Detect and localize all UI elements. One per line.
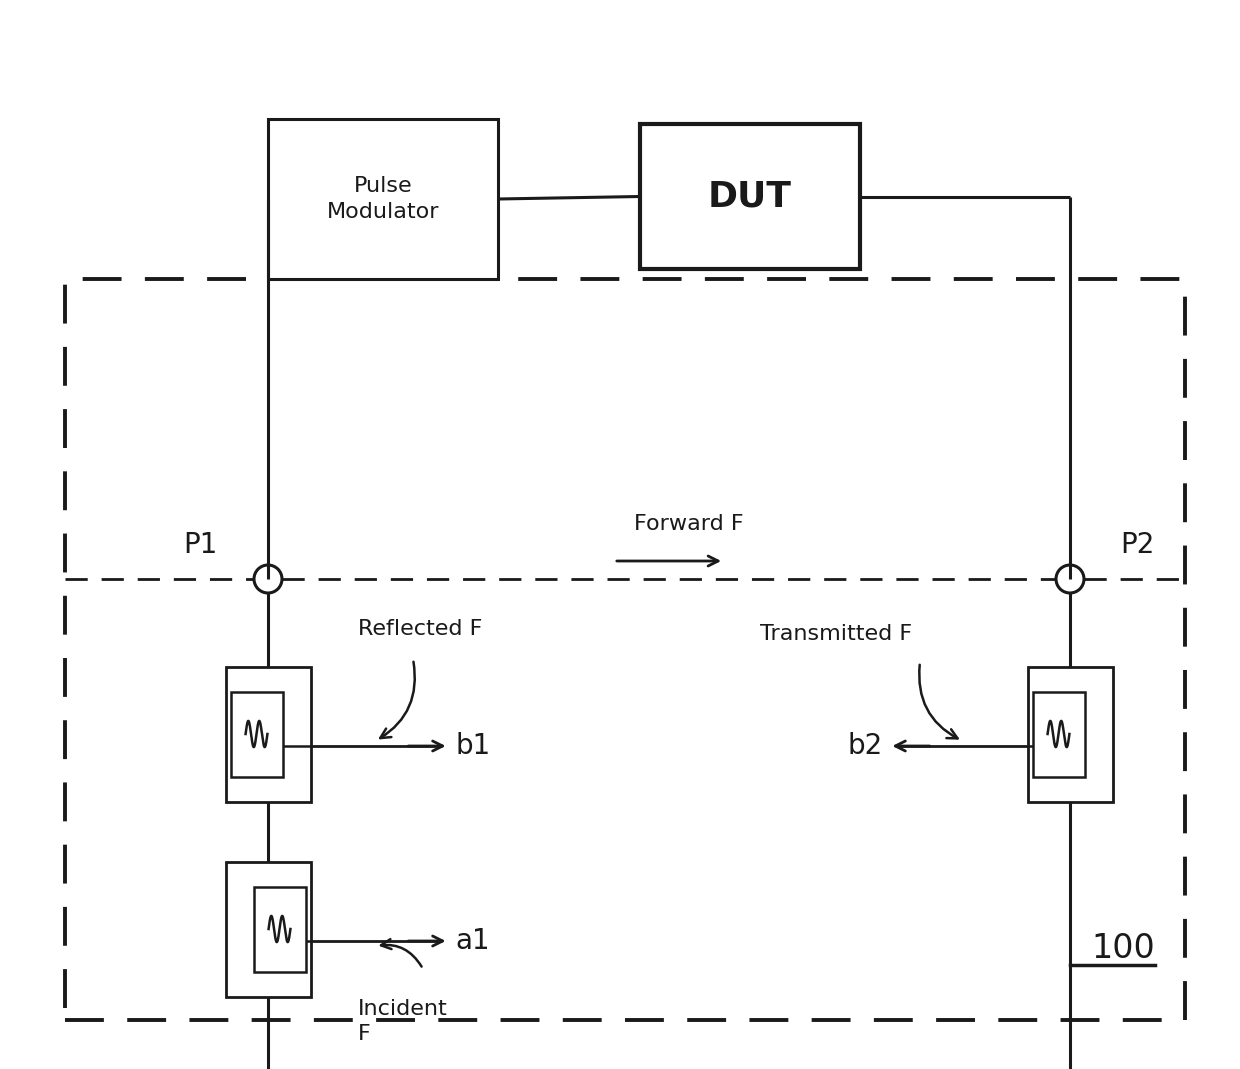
Text: b1: b1 <box>455 732 491 760</box>
Text: Pulse
Modulator: Pulse Modulator <box>327 175 439 222</box>
Text: DUT: DUT <box>708 180 792 214</box>
Bar <box>1033 692 1085 776</box>
Text: Reflected F: Reflected F <box>358 619 482 639</box>
Text: Forward F: Forward F <box>634 514 744 534</box>
Bar <box>231 692 283 776</box>
Bar <box>1028 666 1112 802</box>
Text: P1: P1 <box>184 531 218 559</box>
Text: P2: P2 <box>1120 531 1154 559</box>
Text: b2: b2 <box>847 732 883 760</box>
Bar <box>253 886 305 972</box>
Bar <box>268 119 498 279</box>
Text: Incident
F: Incident F <box>358 1000 448 1043</box>
Circle shape <box>254 566 281 593</box>
Bar <box>226 666 310 802</box>
Bar <box>640 124 861 269</box>
Circle shape <box>1056 566 1084 593</box>
Bar <box>64 279 1185 1020</box>
Text: Transmitted F: Transmitted F <box>760 624 913 644</box>
Text: a1: a1 <box>455 927 490 955</box>
Bar <box>226 862 310 996</box>
Text: 100: 100 <box>1091 932 1154 965</box>
